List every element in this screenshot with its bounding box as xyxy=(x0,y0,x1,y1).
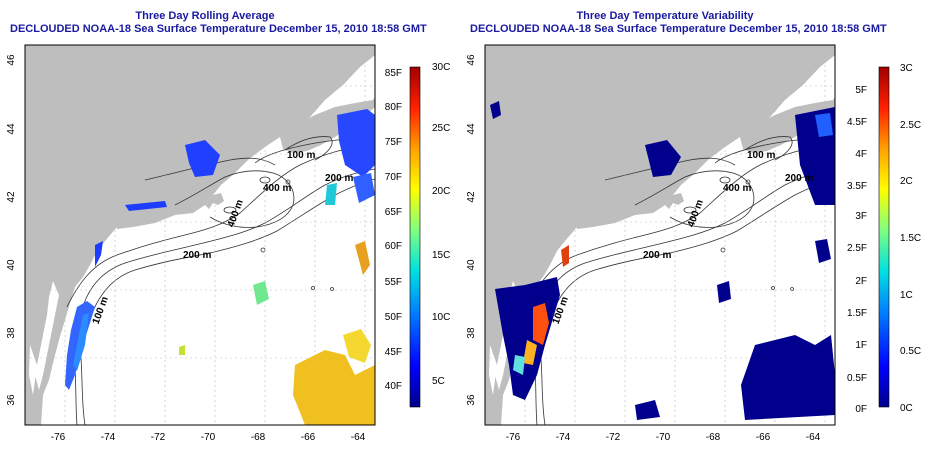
f-tick: 45F xyxy=(385,347,402,358)
lon-tick: -72 xyxy=(606,432,621,443)
lon-tick: -70 xyxy=(656,432,671,443)
lon-tick: -72 xyxy=(151,432,166,443)
c-tick: 2.5C xyxy=(900,120,921,131)
right-colorbar-gradient xyxy=(878,66,890,408)
f-tick: 60F xyxy=(385,241,402,252)
contour-label: 100 m xyxy=(747,150,775,161)
lon-tick: -76 xyxy=(506,432,521,443)
right-variability-overlay xyxy=(490,101,835,420)
f-tick: 1.5F xyxy=(847,308,867,319)
right-map-title: Three Day Temperature Variability DECLOU… xyxy=(470,10,887,36)
c-tick: 1.5C xyxy=(900,233,921,244)
lon-tick: -68 xyxy=(251,432,266,443)
lat-tick: 44 xyxy=(6,123,17,135)
f-tick: 4F xyxy=(855,149,867,160)
f-tick: 80F xyxy=(385,102,402,113)
contour-label: 200 m xyxy=(785,173,813,184)
right-lat-axis: 36 38 40 42 44 46 xyxy=(466,54,477,406)
right-map-frame xyxy=(484,44,836,426)
right-colorbar: 0F 0.5F 1F 1.5F 2F 2.5F 3F 3.5F 4F 4.5F … xyxy=(847,63,921,415)
right-lon-axis: -76 -74 -72 -70 -68 -66 -64 xyxy=(506,432,821,443)
c-tick: 5C xyxy=(432,376,445,387)
c-tick: 0C xyxy=(900,403,913,414)
left-map-frame xyxy=(24,44,376,426)
left-title-line1: Three Day Rolling Average xyxy=(135,10,275,22)
lat-tick: 44 xyxy=(466,123,477,135)
f-tick: 1F xyxy=(855,340,867,351)
c-tick: 15C xyxy=(432,250,450,261)
right-map-panel: 100 m 400 m 200 m 200 m 400 m 100 m xyxy=(484,44,836,426)
lat-tick: 42 xyxy=(466,191,477,203)
f-tick: 70F xyxy=(385,172,402,183)
lat-tick: 40 xyxy=(466,259,477,271)
f-tick: 5F xyxy=(855,85,867,96)
right-title-line1: Three Day Temperature Variability xyxy=(576,10,754,22)
f-tick: 3.5F xyxy=(847,181,867,192)
lat-tick: 38 xyxy=(6,327,17,339)
lon-tick: -64 xyxy=(351,432,366,443)
left-map-panel: 100 m 400 m 200 m 200 m 400 m 100 m xyxy=(24,44,376,426)
contour-label: 100 m xyxy=(287,150,315,161)
left-lat-axis: 36 38 40 42 44 46 xyxy=(6,54,17,406)
contour-label: 200 m xyxy=(325,173,353,184)
lat-tick: 46 xyxy=(466,54,477,66)
c-tick: 0.5C xyxy=(900,346,921,357)
f-tick: 50F xyxy=(385,312,402,323)
c-tick: 25C xyxy=(432,123,450,134)
lon-tick: -74 xyxy=(101,432,116,443)
lat-tick: 36 xyxy=(466,394,477,406)
c-tick: 2C xyxy=(900,176,913,187)
f-tick: 0.5F xyxy=(847,373,867,384)
lat-tick: 42 xyxy=(6,191,17,203)
contour-label: 400 m xyxy=(263,183,291,194)
left-lon-axis: -76 -74 -72 -70 -68 -66 -64 xyxy=(51,432,366,443)
lat-tick: 40 xyxy=(6,259,17,271)
left-colorbar: 40F 45F 50F 55F 60F 65F 70F 75F 80F 85F … xyxy=(385,62,450,408)
c-tick: 3C xyxy=(900,63,913,74)
lon-tick: -66 xyxy=(301,432,316,443)
f-tick: 2.5F xyxy=(847,243,867,254)
c-tick: 10C xyxy=(432,312,450,323)
c-tick: 20C xyxy=(432,186,450,197)
lon-tick: -76 xyxy=(51,432,66,443)
f-tick: 65F xyxy=(385,207,402,218)
contour-label: 400 m xyxy=(723,183,751,194)
right-title-line2: DECLOUDED NOAA-18 Sea Surface Temperatur… xyxy=(470,23,887,35)
f-tick: 40F xyxy=(385,381,402,392)
lon-tick: -68 xyxy=(706,432,721,443)
lat-tick: 46 xyxy=(6,54,17,66)
left-sst-overlay xyxy=(65,109,375,425)
lon-tick: -70 xyxy=(201,432,216,443)
contour-label: 200 m xyxy=(183,250,211,261)
c-tick: 1C xyxy=(900,290,913,301)
f-tick: 3F xyxy=(855,211,867,222)
lat-tick: 36 xyxy=(6,394,17,406)
left-colorbar-gradient xyxy=(409,66,421,408)
c-tick: 30C xyxy=(432,62,450,73)
left-title-line2: DECLOUDED NOAA-18 Sea Surface Temperatur… xyxy=(10,23,427,35)
f-tick: 85F xyxy=(385,68,402,79)
lon-tick: -66 xyxy=(756,432,771,443)
f-tick: 0F xyxy=(855,404,867,415)
f-tick: 75F xyxy=(385,137,402,148)
left-map-title: Three Day Rolling Average DECLOUDED NOAA… xyxy=(10,10,427,36)
f-tick: 2F xyxy=(855,276,867,287)
lon-tick: -74 xyxy=(556,432,571,443)
lon-tick: -64 xyxy=(806,432,821,443)
f-tick: 4.5F xyxy=(847,117,867,128)
f-tick: 55F xyxy=(385,277,402,288)
contour-label: 200 m xyxy=(643,250,671,261)
lat-tick: 38 xyxy=(466,327,477,339)
